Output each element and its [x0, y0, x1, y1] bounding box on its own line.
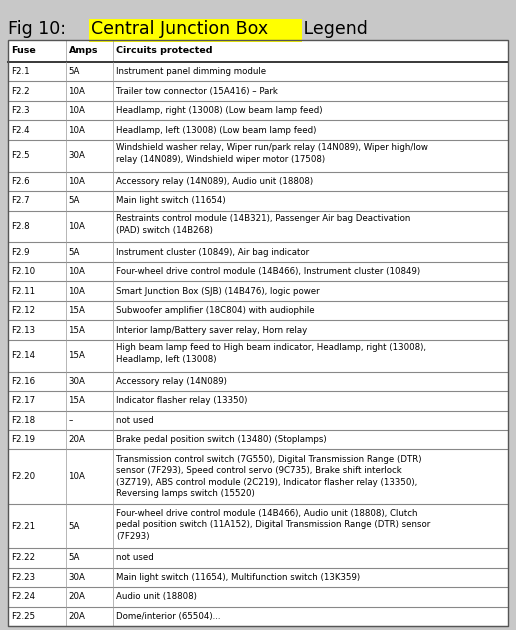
Text: F2.5: F2.5: [11, 151, 29, 160]
Text: Headlamp, right (13008) (Low beam lamp feed): Headlamp, right (13008) (Low beam lamp f…: [116, 106, 322, 115]
Text: F2.18: F2.18: [11, 416, 35, 425]
Text: 15A: 15A: [69, 396, 85, 405]
Text: 15A: 15A: [69, 351, 85, 360]
Text: F2.8: F2.8: [11, 222, 29, 231]
Text: 10A: 10A: [69, 86, 85, 96]
Text: 10A: 10A: [69, 177, 85, 186]
Text: 20A: 20A: [69, 592, 85, 601]
Text: 5A: 5A: [69, 553, 80, 563]
Text: Main light switch (11654): Main light switch (11654): [116, 197, 225, 205]
Text: 5A: 5A: [69, 522, 80, 530]
Text: not used: not used: [116, 553, 154, 563]
Text: Indicator flasher relay (13350): Indicator flasher relay (13350): [116, 396, 247, 405]
Text: F2.16: F2.16: [11, 377, 35, 386]
Text: F2.13: F2.13: [11, 326, 35, 335]
Text: Fuse: Fuse: [11, 47, 36, 55]
Text: 10A: 10A: [69, 472, 85, 481]
Text: F2.22: F2.22: [11, 553, 35, 563]
Text: Subwoofer amplifier (18C804) with audiophile: Subwoofer amplifier (18C804) with audiop…: [116, 306, 315, 315]
Text: Restraints control module (14B321), Passenger Air bag Deactivation
(PAD) switch : Restraints control module (14B321), Pass…: [116, 214, 410, 234]
Text: 30A: 30A: [69, 573, 85, 582]
Text: Instrument cluster (10849), Air bag indicator: Instrument cluster (10849), Air bag indi…: [116, 248, 309, 256]
Text: 10A: 10A: [69, 267, 85, 276]
Text: 10A: 10A: [69, 287, 85, 295]
Text: F2.7: F2.7: [11, 197, 29, 205]
Text: 10A: 10A: [69, 106, 85, 115]
Text: F2.14: F2.14: [11, 351, 35, 360]
Text: Trailer tow connector (15A416) – Park: Trailer tow connector (15A416) – Park: [116, 86, 278, 96]
Text: Four-wheel drive control module (14B466), Instrument cluster (10849): Four-wheel drive control module (14B466)…: [116, 267, 420, 276]
Text: F2.1: F2.1: [11, 67, 29, 76]
Text: Audio unit (18808): Audio unit (18808): [116, 592, 197, 601]
Text: F2.24: F2.24: [11, 592, 35, 601]
Text: Transmission control switch (7G550), Digital Transmission Range (DTR)
sensor (7F: Transmission control switch (7G550), Dig…: [116, 455, 422, 498]
Text: 15A: 15A: [69, 306, 85, 315]
Text: F2.11: F2.11: [11, 287, 35, 295]
Text: 15A: 15A: [69, 326, 85, 335]
Text: 5A: 5A: [69, 248, 80, 256]
Text: F2.6: F2.6: [11, 177, 29, 186]
Text: F2.19: F2.19: [11, 435, 35, 444]
Text: F2.3: F2.3: [11, 106, 29, 115]
Text: F2.17: F2.17: [11, 396, 35, 405]
Text: Smart Junction Box (SJB) (14B476), logic power: Smart Junction Box (SJB) (14B476), logic…: [116, 287, 319, 295]
Text: F2.12: F2.12: [11, 306, 35, 315]
Text: Central Junction Box: Central Junction Box: [91, 20, 268, 38]
Text: High beam lamp feed to High beam indicator, Headlamp, right (13008),
Headlamp, l: High beam lamp feed to High beam indicat…: [116, 343, 426, 364]
Text: F2.21: F2.21: [11, 522, 35, 530]
Text: F2.20: F2.20: [11, 472, 35, 481]
Text: F2.4: F2.4: [11, 125, 29, 135]
Text: 10A: 10A: [69, 222, 85, 231]
Text: F2.23: F2.23: [11, 573, 35, 582]
Text: Accessory relay (14N089), Audio unit (18808): Accessory relay (14N089), Audio unit (18…: [116, 177, 313, 186]
Text: Windshield washer relay, Wiper run/park relay (14N089), Wiper high/low
relay (14: Windshield washer relay, Wiper run/park …: [116, 143, 428, 164]
Text: Fig 10:: Fig 10:: [8, 20, 72, 38]
Text: 30A: 30A: [69, 377, 85, 386]
Text: –: –: [69, 416, 73, 425]
Text: 5A: 5A: [69, 197, 80, 205]
Text: 20A: 20A: [69, 435, 85, 444]
Text: not used: not used: [116, 416, 154, 425]
Text: Accessory relay (14N089): Accessory relay (14N089): [116, 377, 227, 386]
Text: 5A: 5A: [69, 67, 80, 76]
Text: Four-wheel drive control module (14B466), Audio unit (18808), Clutch
pedal posit: Four-wheel drive control module (14B466)…: [116, 509, 430, 541]
Bar: [89, 19, 302, 42]
Text: Legend: Legend: [298, 20, 367, 38]
Text: Instrument panel dimming module: Instrument panel dimming module: [116, 67, 266, 76]
Text: F2.10: F2.10: [11, 267, 35, 276]
Text: Dome/interior (65504)...: Dome/interior (65504)...: [116, 612, 220, 621]
Text: F2.9: F2.9: [11, 248, 29, 256]
Text: Circuits protected: Circuits protected: [116, 47, 213, 55]
Text: Amps: Amps: [69, 47, 98, 55]
Text: Headlamp, left (13008) (Low beam lamp feed): Headlamp, left (13008) (Low beam lamp fe…: [116, 125, 316, 135]
Text: Main light switch (11654), Multifunction switch (13K359): Main light switch (11654), Multifunction…: [116, 573, 360, 582]
Text: Brake pedal position switch (13480) (Stoplamps): Brake pedal position switch (13480) (Sto…: [116, 435, 327, 444]
Text: F2.25: F2.25: [11, 612, 35, 621]
Text: Interior lamp/Battery saver relay, Horn relay: Interior lamp/Battery saver relay, Horn …: [116, 326, 307, 335]
Text: 30A: 30A: [69, 151, 85, 160]
Text: F2.2: F2.2: [11, 86, 29, 96]
Text: 10A: 10A: [69, 125, 85, 135]
Text: 20A: 20A: [69, 612, 85, 621]
